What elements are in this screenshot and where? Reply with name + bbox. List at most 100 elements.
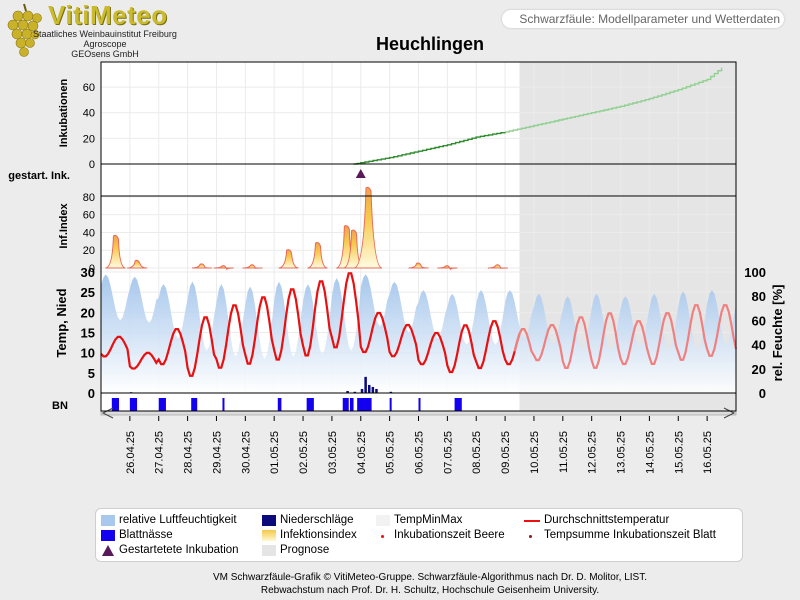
- infection-series: [105, 186, 508, 271]
- infection-peak: [213, 265, 234, 271]
- legend-label: Infektionsindex: [280, 529, 357, 541]
- started-incubation-marker: [355, 169, 366, 178]
- legend-label: Blattnässe: [119, 529, 173, 541]
- infection-peak: [437, 265, 458, 271]
- forecast-swatch-icon: [262, 545, 276, 556]
- x-tick-label: 05.05.25: [385, 431, 397, 474]
- leaf-wetness-bar: [158, 398, 166, 411]
- tempsum-dot-icon: [529, 535, 532, 538]
- leaf-wetness-swatch-icon: [101, 530, 115, 541]
- x-tick-label: 03.05.25: [327, 431, 339, 474]
- incubation-series: [353, 67, 723, 165]
- y-tick-label: 40: [83, 227, 95, 239]
- header-title: Schwarzfäule: Modellparameter und Wetter…: [502, 10, 784, 28]
- x-tick-label: 01.05.25: [269, 431, 281, 474]
- x-tick-label: 30.04.25: [240, 431, 252, 474]
- y-axis-label: BN: [52, 400, 68, 412]
- x-tick-label: 07.05.25: [442, 431, 454, 474]
- legend: relative Luftfeuchtigkeit Niederschläge …: [95, 508, 743, 562]
- y-tick-label: 5: [88, 366, 95, 381]
- y-tick-label: 20: [83, 245, 95, 257]
- humidity-area: [101, 274, 736, 393]
- y-tick-label-right: 60: [752, 313, 766, 328]
- legend-label: Prognose: [280, 544, 330, 556]
- y-axis-label: Inkubationen: [58, 79, 70, 148]
- precip-bar: [360, 388, 364, 393]
- y-tick-label: 60: [83, 210, 95, 222]
- precip-swatch-icon: [262, 515, 276, 526]
- scroll-left-arrow-icon: [101, 407, 114, 419]
- logo-line-1: Staatliches Weinbauinstitut Freiburg: [33, 29, 177, 39]
- avg-temp-series: [100, 272, 738, 377]
- x-tick-label: 27.04.25: [154, 431, 166, 474]
- y-tick-label-right: 80: [752, 289, 766, 304]
- y-tick-label: 30: [81, 265, 95, 280]
- leaf-wetness-series: [111, 398, 462, 411]
- x-tick-label: 06.05.25: [414, 431, 426, 474]
- y-tick-label: 40: [83, 108, 95, 120]
- chart-title: Heuchlingen: [375, 34, 484, 54]
- y-tick-label: 10: [81, 346, 95, 361]
- incubation-line-forecast: [505, 67, 723, 133]
- avg-temp-line-forecast: [513, 304, 738, 369]
- grape-logo-icon: [7, 3, 42, 57]
- legend-label: TempMinMax: [394, 514, 463, 526]
- infection-peak: [127, 259, 148, 269]
- x-tick-label: 14.05.25: [644, 431, 656, 474]
- legend-label: Gestartetete Inkubation: [119, 544, 239, 556]
- x-tick-label: 02.05.25: [298, 431, 310, 474]
- precip-bar: [375, 388, 378, 393]
- avg-temp-line: [100, 272, 521, 377]
- footer-credit-1: VM Schwarzfäule-Grafik © VitiMeteo-Grupp…: [212, 572, 647, 583]
- precip-bar: [364, 376, 367, 393]
- infection-peak: [307, 242, 328, 269]
- x-tick-label: 10.05.25: [529, 431, 541, 474]
- leaf-wetness-bar: [389, 398, 392, 411]
- logo-line-3: GEOsens GmbH: [71, 49, 139, 59]
- chart-svg: 0 20 40 60 Inkubationen gestart. Ink. 0 20 40 60 8…: [8, 61, 785, 474]
- legend-label: Durchschnittstemperatur: [544, 514, 670, 526]
- infection-peak: [487, 264, 508, 269]
- y-axis-label: Temp, Nied: [54, 288, 69, 357]
- y-tick-label: 15: [81, 326, 95, 341]
- leaf-wetness-bar: [191, 398, 198, 411]
- leaf-wetness-bar: [277, 398, 282, 411]
- leaf-wetness-bar: [342, 398, 349, 411]
- humidity-series: [101, 274, 736, 393]
- y-tick-label: 25: [81, 285, 95, 300]
- leaf-wetness-bar: [418, 398, 421, 411]
- incubation-line: [353, 131, 506, 165]
- infection-peak: [192, 263, 213, 269]
- x-tick-label: 16.05.25: [702, 431, 714, 474]
- y-tick-label-right: 40: [752, 338, 766, 353]
- legend-label: relative Luftfeuchtigkeit: [119, 514, 237, 526]
- leaf-wetness-bar: [111, 398, 120, 411]
- precip-bar: [389, 391, 393, 393]
- leaf-wetness-bar: [129, 398, 138, 411]
- logo-line-2: Agroscope: [83, 39, 127, 49]
- infection-peak: [353, 186, 383, 269]
- y-tick-label-right: 20: [752, 362, 766, 377]
- x-tick-label: 09.05.25: [500, 431, 512, 474]
- x-tick-label: 08.05.25: [471, 431, 483, 474]
- x-tick-label: 13.05.25: [616, 431, 628, 474]
- y-tick-label: 60: [83, 82, 95, 94]
- y-tick-label: 0: [88, 386, 95, 401]
- legend-label: Niederschläge: [280, 514, 354, 526]
- y-tick-label-right: 100: [744, 265, 766, 280]
- logo-title: VitiMeteo: [48, 0, 168, 30]
- y-tick-label: 20: [83, 133, 95, 145]
- humidity-swatch-icon: [101, 515, 115, 526]
- precip-bar: [353, 391, 357, 393]
- plot-frame: [100, 61, 737, 412]
- precip-bar: [367, 384, 371, 393]
- leaf-wetness-bar: [349, 398, 354, 411]
- scroll-right-arrow-icon: [723, 407, 736, 419]
- x-tick-label: 11.05.25: [558, 431, 570, 473]
- x-tick-label: 15.05.25: [673, 431, 685, 474]
- leaf-wetness-bar: [306, 398, 314, 411]
- triangle-marker-icon: [102, 545, 114, 556]
- x-tick-label: 12.05.25: [587, 431, 599, 474]
- precip-bar: [371, 386, 375, 393]
